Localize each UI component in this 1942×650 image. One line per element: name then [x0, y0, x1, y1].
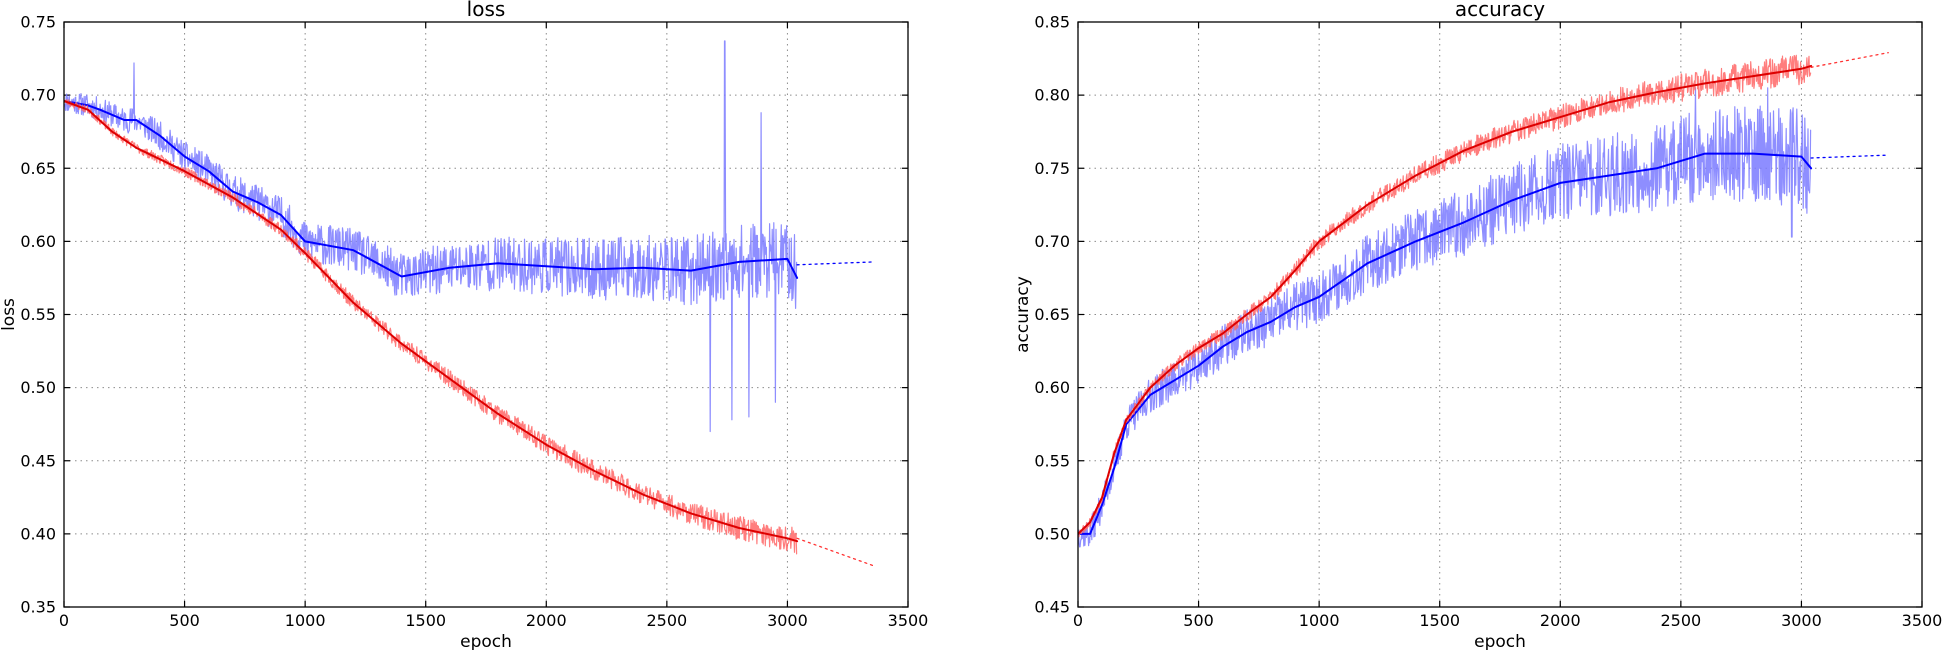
- x-tick-label: 2500: [646, 611, 687, 630]
- x-axis-label: epoch: [460, 632, 512, 650]
- y-tick-label: 0.50: [20, 378, 56, 397]
- x-tick-label: 1500: [405, 611, 446, 630]
- plot-frame: [1077, 21, 1923, 608]
- y-tick-label: 0.65: [20, 159, 56, 178]
- series-group: [1078, 52, 1889, 548]
- y-tick-label: 0.45: [1034, 598, 1070, 617]
- series-smoothed-1: [1078, 152, 1813, 535]
- y-axis-label: accuracy: [1013, 276, 1033, 353]
- y-tick-label: 0.50: [1034, 524, 1070, 543]
- series-trend-4: [1810, 154, 1889, 159]
- y-tick-label: 0.85: [1034, 13, 1070, 32]
- plot-frame: [63, 21, 909, 608]
- y-tick-label: 0.65: [1034, 305, 1070, 324]
- x-tick-label: 3500: [888, 611, 929, 630]
- series-smoothed-3: [1078, 64, 1813, 535]
- chart-accuracy: 0 500 1000 1500 2000 2500 3000 3500 0.45 0.50 0.55…: [1013, 0, 1942, 650]
- x-tick-label: 1500: [1419, 611, 1460, 630]
- x-tick-label: 3500: [1902, 611, 1942, 630]
- x-axis-label: epoch: [1474, 632, 1526, 650]
- y-tick-label: 0.55: [1034, 451, 1070, 470]
- chart-loss: 0 500 1000 1500 2000 2500 3000 3500 0.35 0.40 0.45…: [0, 0, 928, 650]
- plot-area: [1078, 22, 1922, 607]
- x-tick-label: 500: [1183, 611, 1214, 630]
- series-raw-0: [64, 40, 798, 433]
- y-tick-label: 0.75: [20, 13, 56, 32]
- y-tick-label: 0.55: [20, 305, 56, 324]
- series-raw-0: [1078, 87, 1812, 548]
- y-tick-label: 0.75: [1034, 159, 1070, 178]
- y-axis-label: loss: [0, 298, 19, 331]
- y-tick-label: 0.45: [20, 451, 56, 470]
- y-tick-label: 0.80: [1034, 86, 1070, 105]
- series-smoothed-1: [64, 100, 799, 279]
- x-tick-label: 3000: [1781, 611, 1822, 630]
- y-tick-label: 0.35: [20, 598, 56, 617]
- y-tick-label: 0.60: [20, 232, 56, 251]
- x-tick-label: 2000: [526, 611, 567, 630]
- series-group: [64, 40, 875, 567]
- chart-title: loss: [467, 0, 506, 21]
- series-trend-5: [796, 537, 875, 567]
- series-raw-2: [1078, 54, 1812, 538]
- x-tick-label: 1000: [285, 611, 326, 630]
- y-tick-label: 0.40: [20, 524, 56, 543]
- plot-area: [64, 22, 908, 607]
- x-tick-label: 2500: [1660, 611, 1701, 630]
- y-tick-label: 0.70: [1034, 232, 1070, 251]
- x-tick-label: 2000: [1540, 611, 1581, 630]
- y-tick-label: 0.70: [20, 86, 56, 105]
- series-trend-4: [796, 261, 875, 266]
- series-trend-5: [1810, 52, 1889, 68]
- x-tick-label: 1000: [1299, 611, 1340, 630]
- x-tick-label: 500: [169, 611, 200, 630]
- chart-title: accuracy: [1455, 0, 1545, 21]
- series-smoothed-3: [64, 100, 799, 543]
- x-tick-label: 3000: [767, 611, 808, 630]
- x-tick-label: 0: [59, 611, 69, 630]
- x-tick-label: 0: [1073, 611, 1083, 630]
- y-tick-label: 0.60: [1034, 378, 1070, 397]
